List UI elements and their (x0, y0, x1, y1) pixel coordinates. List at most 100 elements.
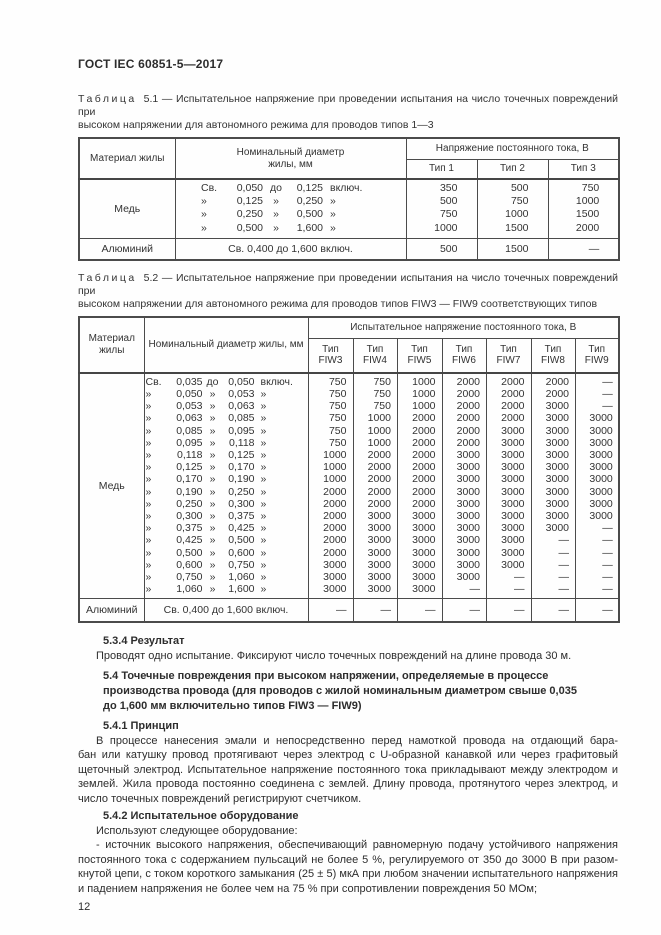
t51-header-material: Материал жилы (78, 137, 176, 180)
diameter-range: » 0,425» 0,500» (145, 534, 267, 547)
t51-aluminum-row: Алюминий Св. 0,400 до 1,600 включ. 500 1… (78, 237, 620, 261)
voltage-value: 3000 (501, 546, 525, 559)
voltage-value: 2000 (412, 461, 436, 474)
t51-copper-diameters: Св. 0,050 до 0,125 включ.» 0,125» 0,250»» 0,250… (174, 178, 407, 239)
diameter-range: » 0,170» 0,190» (145, 473, 267, 486)
voltage-value: 3000 (589, 449, 613, 462)
diameter-range: Св. 0,050 до 0,125 включ. (201, 182, 363, 194)
heading-line: 5.4 Точечные повреждения при высоком нап… (103, 670, 549, 683)
voltage-value: 2000 (545, 388, 569, 401)
voltage-value: 500 (510, 182, 529, 194)
voltage-value: 3000 (589, 510, 613, 523)
voltage-value: 750 (581, 182, 600, 194)
t52-copper-fiw3-values: 750 750 750 750 750 750 1000 1000 1000 2000 2000 20… (307, 372, 354, 600)
voltage-value: 500 (439, 195, 458, 208)
diameter-range: » 0,050» 0,053» (145, 388, 267, 401)
voltage-value: 750 (328, 400, 347, 413)
t52-header-type: Тип FIW4 (352, 337, 398, 374)
voltage-value: 3000 (589, 497, 613, 510)
voltage-value: 2000 (323, 534, 347, 547)
t52-aluminum-range: Св. 0,400 до 1,600 включ. (143, 598, 309, 623)
diameter-range: » 1,060» 1,600» (145, 583, 267, 596)
voltage-value: 1000 (323, 449, 347, 462)
t52-aluminum-row: Алюминий Св. 0,400 до 1,600 включ. — — —… (78, 598, 620, 623)
voltage-value: 3000 (412, 583, 436, 596)
paragraph-line: Проводят одно испытание. Фиксируют число… (96, 649, 572, 662)
diameter-range: » 0,500» 1,600» (201, 221, 336, 234)
voltage-value: 2000 (412, 436, 436, 449)
voltage-value: 3000 (323, 583, 347, 596)
voltage-value: 3000 (589, 485, 613, 498)
voltage-value: 1000 (367, 436, 391, 449)
voltage-value: 3000 (501, 485, 525, 498)
t52-header-material: Материал жилы (78, 316, 145, 374)
section-5-4-2-paragraph: - источник высокого напряжения, обеспечи… (78, 838, 618, 896)
voltage-value: 2000 (456, 436, 480, 449)
voltage-value: 2000 (412, 424, 436, 437)
voltage-value: 3000 (545, 400, 569, 413)
t52-header-voltage-group: Испытательное напряжение постоянного ток… (307, 316, 620, 339)
voltage-value: 3000 (589, 473, 613, 486)
t52-header-type: Тип FIW9 (574, 337, 620, 374)
t52-copper-fiw9-values: — — —3000 3000 3000 3000 3000 3000 3000 3000 3000—… (574, 372, 620, 600)
voltage-value: — (602, 571, 613, 584)
t51-header-row-2: Тип 1 Тип 2 Тип 3 (79, 159, 620, 180)
text-sections: 5.3.4 Результат Проводят одно испытание.… (78, 634, 618, 896)
t52-header-type: Тип FIW6 (441, 337, 487, 374)
voltage-value: 3000 (456, 473, 480, 486)
voltage-value: 3000 (456, 546, 480, 559)
voltage-value: 2000 (367, 485, 391, 498)
paragraph-line: Используют следующее оборудование: (96, 824, 298, 837)
voltage-value: — (396, 598, 443, 623)
diameter-range: Св. 0,035 до 0,050 включ. (145, 375, 293, 388)
voltage-value: 2000 (575, 221, 600, 234)
voltage-value: 3000 (501, 436, 525, 449)
diameter-range: » 0,375» 0,425» (145, 522, 267, 535)
paragraph-line: землей. Жила провода постоянно соединена… (78, 778, 618, 791)
t51-header-diameter-text: Номинальный диаметр жилы, мм (236, 147, 345, 170)
voltage-value: 3000 (412, 571, 436, 584)
voltage-value: 3000 (545, 497, 569, 510)
voltage-value: — (602, 522, 613, 535)
voltage-value: 3000 (589, 412, 613, 425)
voltage-value: 3000 (589, 436, 613, 449)
t52-copper-fiw8-values: 2000 2000 3000 3000 3000 3000 3000 3000 3000 3000… (530, 372, 576, 600)
section-5-4-heading: 5.4 Точечные повреждения при высоком нап… (103, 669, 618, 714)
voltage-value: 1000 (412, 388, 436, 401)
voltage-value: 3000 (545, 424, 569, 437)
voltage-value: 3000 (367, 534, 391, 547)
t51-header-row-1: Материал жилы Номинальный диаметр жилы, … (78, 137, 620, 180)
voltage-value: 750 (373, 375, 391, 388)
voltage-value: 2000 (412, 449, 436, 462)
voltage-value: 3000 (412, 534, 436, 547)
table52-caption-label: Таблица (78, 271, 137, 284)
voltage-value: 3000 (367, 510, 391, 523)
voltage-value: 2000 (456, 412, 480, 425)
voltage-value: 2000 (545, 375, 569, 388)
voltage-value: 750 (373, 400, 391, 413)
voltage-value: — (514, 571, 525, 584)
voltage-value: 3000 (545, 436, 569, 449)
diameter-range: » 0,095» 0,118» (145, 436, 267, 449)
section-5-3-4-paragraph: Проводят одно испытание. Фиксируют число… (78, 649, 618, 664)
voltage-value: 3000 (367, 558, 391, 571)
diameter-range: » 0,063» 0,085» (145, 412, 267, 425)
table52-caption: Таблица 5.2 — Испытательное напряжение пр… (78, 272, 618, 311)
section-5-4-1-paragraph: В процессе нанесения эмали и непосредств… (78, 734, 618, 807)
t51-header-type: Тип 2 (476, 159, 549, 180)
paragraph-line: бан или катушку провод протягивают через… (78, 749, 618, 762)
voltage-value: 3000 (501, 497, 525, 510)
t51-header-type: Тип 1 (405, 159, 478, 180)
voltage-value: 2000 (323, 522, 347, 535)
diameter-range: » 0,300» 0,375» (145, 510, 267, 523)
t51-header-type: Тип 3 (547, 159, 620, 180)
voltage-value: 3000 (456, 497, 480, 510)
table51-caption: Таблица 5.1 — Испытательное напряжение пр… (78, 93, 618, 132)
table51-caption-text: 5.1 — Испытательное напряжение при прове… (78, 93, 618, 118)
diameter-range: » 0,118» 0,125» (145, 449, 267, 462)
voltage-value: — (602, 375, 613, 388)
voltage-value: 3000 (545, 461, 569, 474)
t51-header-voltage-group: Напряжение постоянного тока, В (405, 137, 620, 160)
voltage-value: 2000 (456, 424, 480, 437)
table51-caption-line1: Таблица 5.1 — Испытательное напряжение пр… (78, 93, 618, 119)
